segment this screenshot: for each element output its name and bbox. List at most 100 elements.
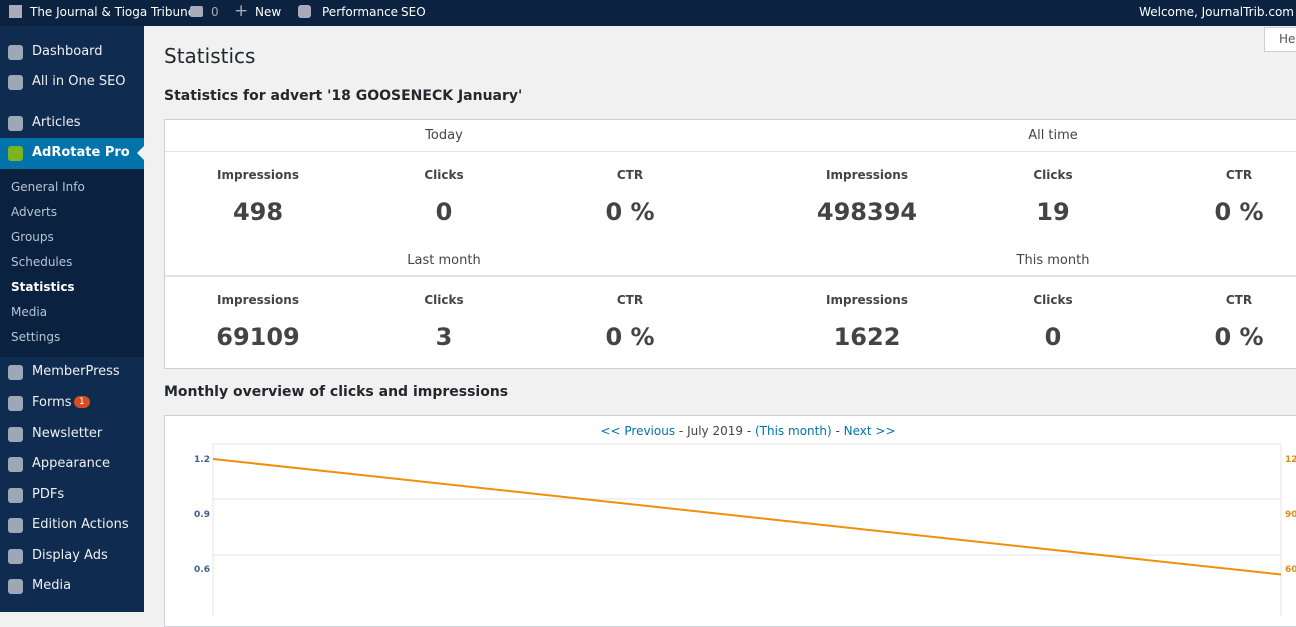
submenu-item[interactable]: Settings xyxy=(11,330,61,344)
submenu-item[interactable]: Statistics xyxy=(11,280,75,294)
y2-tick-label: 12 xyxy=(1285,455,1296,465)
stat-value: 0 xyxy=(435,198,453,226)
y-tick-label: 0.6 xyxy=(194,565,210,575)
separator: - xyxy=(835,424,840,438)
new-link[interactable]: New xyxy=(255,5,282,19)
stat-label: CTR xyxy=(1225,168,1253,182)
menu-icon xyxy=(8,116,23,131)
help-label: Hel xyxy=(1279,32,1296,46)
perf-icon xyxy=(298,5,311,18)
menu-icon xyxy=(8,45,23,60)
prev-link[interactable]: << Previous xyxy=(600,424,676,438)
comments-count[interactable]: 0 xyxy=(211,5,219,19)
submenu-bg xyxy=(0,169,144,357)
submenu-item[interactable]: Adverts xyxy=(11,205,57,219)
period-heading: Last month xyxy=(407,253,481,268)
page-title: Statistics xyxy=(164,44,256,68)
y-tick-label: 0.9 xyxy=(194,510,210,520)
row-divider xyxy=(165,151,1296,152)
menu-icon xyxy=(8,488,23,503)
stat-value: 0 xyxy=(1044,323,1062,351)
submenu-item[interactable]: General Info xyxy=(11,180,85,194)
month: - July 2019 - xyxy=(678,424,752,438)
period-heading: Today xyxy=(425,128,463,143)
stat-label: Impressions xyxy=(217,293,299,307)
active-band xyxy=(0,138,144,169)
chart: 1.2 0.9 0.6 12 90 60 xyxy=(194,443,1296,616)
help-tab[interactable]: Hel xyxy=(1264,27,1296,52)
stats-table: Today All time Impressions 498 Clicks 0 CTR 0 %… xyxy=(164,119,1296,369)
menu-item[interactable]: Articles xyxy=(32,115,81,130)
row-divider xyxy=(165,275,1296,276)
menu-icon xyxy=(8,396,23,411)
menu-icon xyxy=(8,549,23,564)
stat-value: 1622 xyxy=(833,323,901,351)
menu-item[interactable]: Display Ads xyxy=(32,548,108,563)
seo-link[interactable]: SEO xyxy=(401,5,426,19)
subtitle: Statistics for advert '18 GOOSENECK Janu… xyxy=(164,88,523,104)
chart-nav: << Previous - July 2019 - (This month) -… xyxy=(165,424,1296,438)
y2-tick-label: 60 xyxy=(1285,565,1296,575)
period-heading: All time xyxy=(1028,128,1078,143)
menu-icon xyxy=(8,75,23,90)
stat-value: 69109 xyxy=(216,323,300,351)
comment-icon xyxy=(190,6,203,17)
stat-label: CTR xyxy=(616,168,644,182)
menu-item[interactable]: Appearance xyxy=(32,456,111,471)
stat-value: 19 xyxy=(1036,198,1070,226)
row-divider xyxy=(165,276,1296,277)
line xyxy=(212,458,1282,576)
overview-title: Monthly overview of clicks and impressio… xyxy=(164,384,509,400)
menu-icon xyxy=(8,518,23,533)
stat-label: Clicks xyxy=(424,293,464,307)
welcome[interactable]: Welcome, JournalTrib.com xyxy=(1139,5,1294,19)
stat-label: Clicks xyxy=(1033,293,1073,307)
pointer xyxy=(137,146,144,160)
menu-item[interactable]: All in One SEO xyxy=(32,74,126,89)
menu-icon xyxy=(8,146,23,161)
plot-frame xyxy=(212,443,1282,616)
admin-bar: The Journal & Tioga Tribune 0 + New Perf… xyxy=(0,0,1296,26)
menu-icon xyxy=(8,427,23,442)
stat-value: 498394 xyxy=(816,198,918,226)
menu-item[interactable]: MemberPress xyxy=(32,364,120,379)
stat-label: Impressions xyxy=(217,168,299,182)
stat-label: Clicks xyxy=(424,168,464,182)
menu-icon xyxy=(8,365,23,380)
stat-label: Impressions xyxy=(826,168,908,182)
menu-item-active[interactable]: AdRotate Pro xyxy=(32,145,130,160)
stat-value: 3 xyxy=(435,323,453,351)
home-icon xyxy=(9,5,22,18)
stat-value: 0 % xyxy=(605,323,655,351)
sidebar: Dashboard All in One SEO Articles AdRotate … xyxy=(0,26,144,612)
menu-item[interactable]: PDFs xyxy=(32,487,65,502)
plus-icon: + xyxy=(234,1,249,21)
menu-item[interactable]: Edition Actions xyxy=(32,517,129,532)
y-tick-label: 1.2 xyxy=(194,455,210,465)
stat-label: Impressions xyxy=(826,293,908,307)
period-heading: This month xyxy=(1016,253,1090,268)
stat-value: 0 % xyxy=(1214,198,1264,226)
stat-label: Clicks xyxy=(1033,168,1073,182)
site-name[interactable]: The Journal & Tioga Tribune xyxy=(30,5,196,19)
stat-value: 0 % xyxy=(1214,323,1264,351)
this-month-link[interactable]: (This month) xyxy=(754,424,832,438)
stat-label: CTR xyxy=(616,293,644,307)
submenu-item[interactable]: Media xyxy=(11,305,48,319)
chart-panel: << Previous - July 2019 - (This month) -… xyxy=(164,415,1296,627)
submenu-item[interactable]: Schedules xyxy=(11,255,73,269)
submenu-item[interactable]: Groups xyxy=(11,230,54,244)
stat-value: 498 xyxy=(232,198,284,226)
stat-value: 0 % xyxy=(605,198,655,226)
stat-label: CTR xyxy=(1225,293,1253,307)
menu-icon xyxy=(8,457,23,472)
performance-link[interactable]: Performance xyxy=(322,5,399,19)
menu-item[interactable]: Media xyxy=(32,578,72,593)
menu-icon xyxy=(8,579,23,594)
menu-item[interactable]: Dashboard xyxy=(32,44,103,59)
menu-item[interactable]: Newsletter xyxy=(32,426,103,441)
menu-item[interactable]: Forms xyxy=(32,395,72,410)
next-link[interactable]: Next >> xyxy=(843,424,896,438)
badge: 1 xyxy=(74,396,90,408)
